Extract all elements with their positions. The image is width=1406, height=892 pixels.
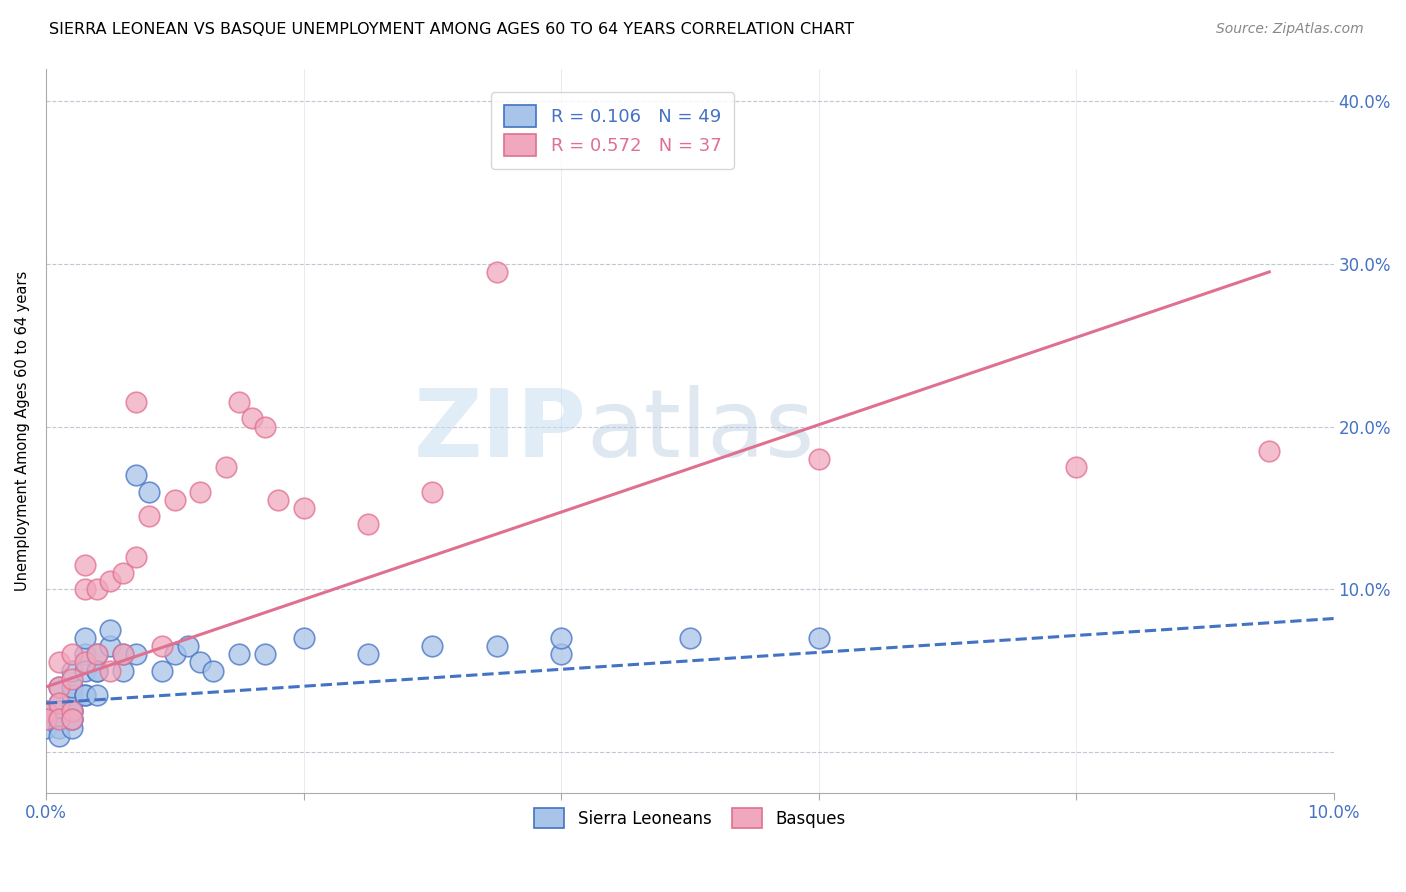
Point <box>150 664 173 678</box>
Point <box>35 713 58 727</box>
Point <box>215 460 238 475</box>
Point <box>240 411 263 425</box>
Point <box>125 395 148 409</box>
Point <box>48 680 70 694</box>
Point <box>73 688 96 702</box>
Point <box>292 500 315 515</box>
Point <box>202 664 225 678</box>
Point <box>485 265 508 279</box>
Text: Source: ZipAtlas.com: Source: ZipAtlas.com <box>1216 22 1364 37</box>
Point <box>807 631 830 645</box>
Point <box>190 656 212 670</box>
Point <box>98 639 121 653</box>
Point <box>807 452 830 467</box>
Point <box>48 721 70 735</box>
Point <box>35 704 58 718</box>
Point <box>48 704 70 718</box>
Point <box>60 704 83 718</box>
Point <box>1064 460 1087 475</box>
Point <box>163 648 186 662</box>
Point <box>86 648 108 662</box>
Point <box>86 582 108 597</box>
Point <box>60 713 83 727</box>
Point <box>485 639 508 653</box>
Point <box>73 688 96 702</box>
Point <box>98 664 121 678</box>
Point <box>86 664 108 678</box>
Point <box>163 492 186 507</box>
Point <box>86 648 108 662</box>
Point <box>73 631 96 645</box>
Point <box>357 648 380 662</box>
Point <box>420 484 443 499</box>
Point <box>112 648 135 662</box>
Point <box>35 721 58 735</box>
Point <box>60 704 83 718</box>
Point <box>125 549 148 564</box>
Point <box>60 648 83 662</box>
Point <box>48 696 70 710</box>
Point <box>35 713 58 727</box>
Point <box>35 704 58 718</box>
Point <box>138 484 160 499</box>
Point <box>125 648 148 662</box>
Point <box>48 696 70 710</box>
Point <box>60 696 83 710</box>
Point <box>60 704 83 718</box>
Point <box>125 468 148 483</box>
Point <box>48 656 70 670</box>
Text: SIERRA LEONEAN VS BASQUE UNEMPLOYMENT AMONG AGES 60 TO 64 YEARS CORRELATION CHAR: SIERRA LEONEAN VS BASQUE UNEMPLOYMENT AM… <box>49 22 855 37</box>
Point <box>176 639 198 653</box>
Point <box>267 492 290 507</box>
Point <box>73 558 96 572</box>
Point <box>228 395 250 409</box>
Point <box>48 680 70 694</box>
Point <box>228 648 250 662</box>
Point <box>86 664 108 678</box>
Point <box>357 517 380 532</box>
Point <box>60 688 83 702</box>
Point <box>60 721 83 735</box>
Text: atlas: atlas <box>586 384 815 476</box>
Point <box>112 648 135 662</box>
Point <box>550 631 572 645</box>
Point <box>112 566 135 580</box>
Point <box>48 713 70 727</box>
Point <box>1258 444 1281 458</box>
Point <box>150 639 173 653</box>
Point <box>60 672 83 686</box>
Point <box>98 574 121 588</box>
Point <box>60 680 83 694</box>
Point <box>86 688 108 702</box>
Point <box>73 648 96 662</box>
Legend: Sierra Leoneans, Basques: Sierra Leoneans, Basques <box>527 801 852 835</box>
Point <box>292 631 315 645</box>
Point <box>112 664 135 678</box>
Point <box>48 729 70 743</box>
Point <box>60 713 83 727</box>
Point <box>73 582 96 597</box>
Point <box>253 419 276 434</box>
Point <box>48 713 70 727</box>
Point <box>73 664 96 678</box>
Point <box>679 631 702 645</box>
Point <box>73 656 96 670</box>
Point <box>60 713 83 727</box>
Text: ZIP: ZIP <box>413 384 586 476</box>
Y-axis label: Unemployment Among Ages 60 to 64 years: Unemployment Among Ages 60 to 64 years <box>15 270 30 591</box>
Point <box>138 508 160 523</box>
Point <box>98 623 121 637</box>
Point <box>420 639 443 653</box>
Point <box>60 664 83 678</box>
Point <box>550 648 572 662</box>
Point <box>253 648 276 662</box>
Point <box>190 484 212 499</box>
